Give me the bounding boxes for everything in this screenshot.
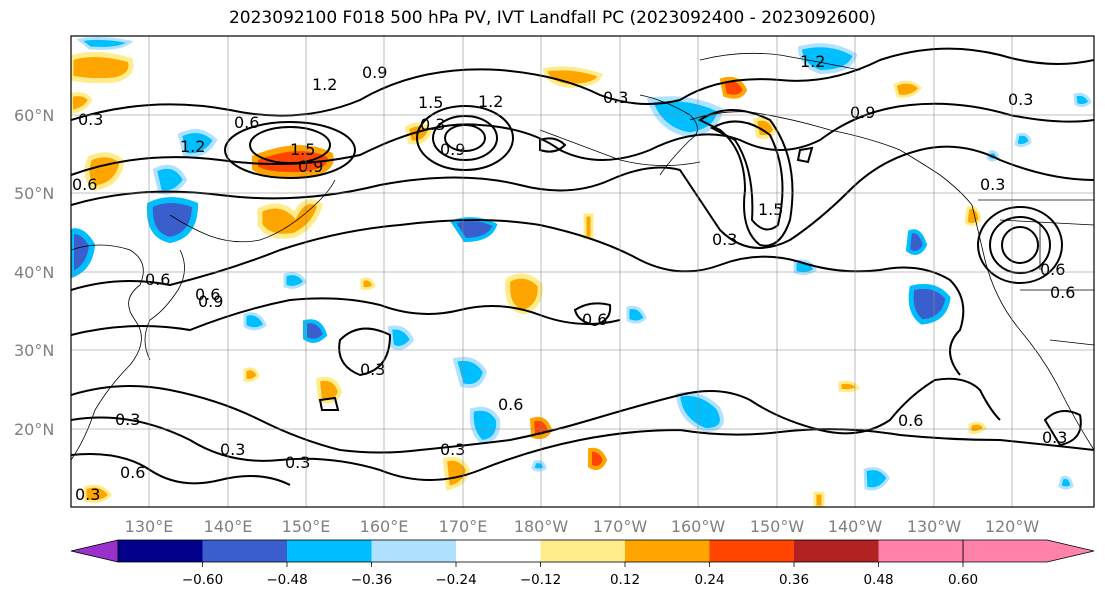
contour-label: 0.3 bbox=[285, 453, 310, 472]
contour-label: 1.5 bbox=[290, 140, 315, 159]
lon-label: 150°W bbox=[750, 517, 805, 536]
lon-label: 130°E bbox=[125, 517, 174, 536]
lat-label: 50°N bbox=[14, 184, 54, 203]
lon-label: 180°W bbox=[514, 517, 569, 536]
shaded-anomalies bbox=[71, 36, 1092, 507]
contour-label: 0.3 bbox=[440, 440, 465, 459]
contour-label: 0.3 bbox=[603, 88, 628, 107]
colorbar-segment bbox=[456, 540, 541, 562]
contour-label: 0.6 bbox=[898, 411, 923, 430]
gridlines bbox=[71, 36, 1094, 507]
map-area bbox=[71, 36, 1094, 507]
colorbar: −0.60 −0.48 −0.36 −0.24 −0.12 0.12 0.24 … bbox=[70, 539, 1095, 588]
map-frame bbox=[70, 35, 1095, 508]
contour-label: 0.6 bbox=[582, 310, 607, 329]
colorbar-right-extension bbox=[962, 539, 1095, 563]
colorbar-segment bbox=[794, 540, 879, 562]
lon-label: 160°E bbox=[360, 517, 409, 536]
contour-label: 1.2 bbox=[312, 75, 337, 94]
contour-label: 0.3 bbox=[75, 485, 100, 504]
colorbar-tick-label: −0.12 bbox=[520, 572, 561, 588]
contour-label: 0.3 bbox=[115, 410, 140, 429]
contour-label: 0.6 bbox=[1050, 283, 1075, 302]
contour-label: 0.9 bbox=[850, 103, 875, 122]
contour-label: 0.6 bbox=[234, 113, 259, 132]
contour-label: 0.9 bbox=[440, 140, 465, 159]
contour-label: 0.6 bbox=[120, 463, 145, 482]
contour-label: 0.6 bbox=[1040, 260, 1065, 279]
colorbar-tick-label: 0.12 bbox=[610, 572, 640, 588]
colorbar-segment bbox=[118, 540, 203, 562]
lat-label: 60°N bbox=[14, 106, 54, 125]
borders bbox=[978, 199, 1094, 346]
contour-label: 0.9 bbox=[362, 63, 387, 82]
lon-label: 140°E bbox=[204, 517, 253, 536]
contour-label: 0.3 bbox=[78, 110, 103, 129]
contour-labels: 1.2 0.9 0.6 0.3 1.5 0.3 0.6 0.9 1.2 1.5 … bbox=[72, 52, 1075, 504]
colorbar-segment bbox=[202, 540, 287, 562]
colorbar-segment bbox=[625, 540, 710, 562]
longitude-labels: 130°E 140°E 150°E 160°E 170°E 180°W 170°… bbox=[125, 517, 1040, 536]
colorbar-tick-label: 0.24 bbox=[694, 572, 724, 588]
colorbar-tick-label: −0.24 bbox=[435, 572, 476, 588]
contour-label: 1.2 bbox=[800, 52, 825, 71]
colorbar-tick-label: 0.36 bbox=[779, 572, 809, 588]
contour-label: 1.2 bbox=[180, 137, 205, 156]
contour-label: 0.6 bbox=[195, 285, 220, 304]
colorbar-tick-label: −0.60 bbox=[182, 572, 223, 588]
latitude-labels: 60°N 50°N 40°N 30°N 20°N bbox=[14, 106, 54, 439]
colorbar-segment bbox=[709, 540, 794, 562]
colorbar-tick-label: −0.36 bbox=[351, 572, 392, 588]
contour-label: 1.5 bbox=[418, 93, 443, 112]
colorbar-left-extension bbox=[70, 539, 119, 563]
colorbar-tick-label: −0.48 bbox=[266, 572, 307, 588]
contour-label: 1.2 bbox=[478, 92, 503, 111]
lon-label: 150°E bbox=[282, 517, 331, 536]
lon-label: 160°W bbox=[671, 517, 726, 536]
colorbar-tick-label: 0.60 bbox=[948, 572, 978, 588]
lon-label: 170°E bbox=[439, 517, 488, 536]
contour-label: 0.6 bbox=[145, 270, 170, 289]
contour-label: 0.3 bbox=[360, 360, 385, 379]
contour-label: 0.9 bbox=[198, 292, 223, 311]
colorbar-segment bbox=[878, 540, 963, 562]
lon-label: 120°W bbox=[985, 517, 1040, 536]
lon-label: 140°W bbox=[828, 517, 883, 536]
contour-label: 1.5 bbox=[758, 200, 783, 219]
contour-label: 0.6 bbox=[498, 395, 523, 414]
contour-label: 0.3 bbox=[712, 230, 737, 249]
contour-label: 0.9 bbox=[298, 157, 323, 176]
contour-label: 0.3 bbox=[420, 115, 445, 134]
colorbar-ticks bbox=[202, 562, 964, 567]
lon-label: 170°W bbox=[593, 517, 648, 536]
map-title: 2023092100 F018 500 hPa PV, IVT Landfall… bbox=[228, 8, 876, 28]
colorbar-segment bbox=[287, 540, 372, 562]
contour-label: 0.3 bbox=[1042, 428, 1067, 447]
contour-label: 0.6 bbox=[72, 175, 97, 194]
colorbar-segment bbox=[540, 540, 625, 562]
lat-label: 40°N bbox=[14, 263, 54, 282]
lat-label: 30°N bbox=[14, 341, 54, 360]
colorbar-segment bbox=[371, 540, 456, 562]
contour-label: 0.3 bbox=[980, 175, 1005, 194]
lon-label: 130°W bbox=[907, 517, 962, 536]
lat-label: 20°N bbox=[14, 420, 54, 439]
contour-label: 0.3 bbox=[220, 440, 245, 459]
colorbar-tick-label: 0.48 bbox=[863, 572, 893, 588]
contour-label: 0.3 bbox=[1008, 90, 1033, 109]
